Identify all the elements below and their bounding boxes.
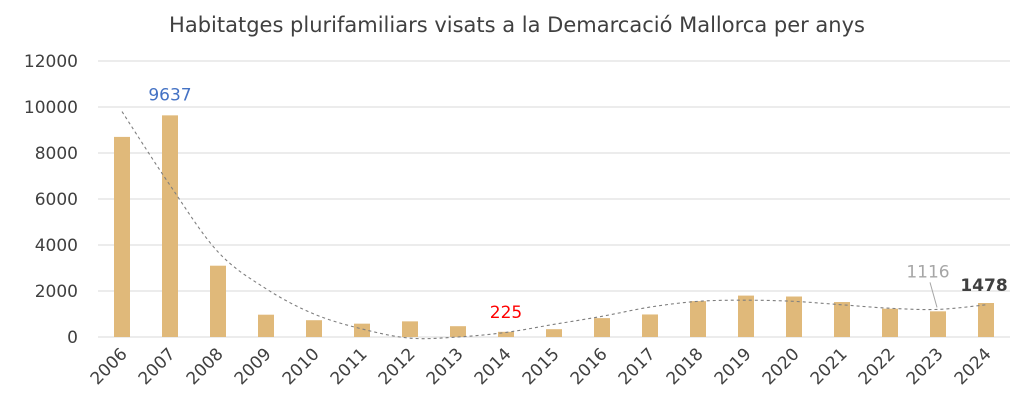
y-tick-label: 4000: [35, 236, 78, 256]
bar-2022: [882, 308, 898, 337]
data-label-2023: 1116: [906, 262, 949, 282]
annotations: 9637 225 1116 1478: [148, 85, 1007, 322]
bar-2009: [258, 314, 274, 337]
data-label-2007: 9637: [148, 85, 191, 105]
x-tick-label-2006: 2006: [87, 344, 132, 389]
x-tick-label-2007: 2007: [135, 344, 180, 389]
bars: [114, 115, 994, 337]
bar-2017: [642, 314, 658, 337]
x-tick-label-2019: 2019: [711, 344, 756, 389]
bar-2010: [306, 320, 322, 337]
x-tick-label-2018: 2018: [663, 344, 708, 389]
bar-2012: [402, 321, 418, 337]
x-tick-label-2008: 2008: [183, 344, 228, 389]
x-tick-label-2015: 2015: [519, 344, 564, 389]
x-tick-label-2021: 2021: [807, 344, 852, 389]
bar-2007: [162, 115, 178, 337]
bar-2020: [786, 296, 802, 337]
x-tick-label-2011: 2011: [327, 344, 372, 389]
trendline: [121, 111, 987, 340]
x-axis-tick-labels: 2006 2007 2008 2009 2010 2011 2012 2013 2014 2015…: [87, 344, 996, 389]
trendline-layer: [121, 111, 987, 340]
annotation-leader-2023: [929, 282, 938, 308]
y-tick-label: 6000: [35, 190, 78, 210]
bar-2024: [978, 303, 994, 337]
x-tick-label-2017: 2017: [615, 344, 660, 389]
x-tick-label-2016: 2016: [567, 344, 612, 389]
bar-2014: [498, 331, 514, 337]
x-tick-label-2024: 2024: [951, 344, 996, 389]
bar-2011: [354, 323, 370, 337]
bar-2019: [738, 295, 754, 337]
x-tick-label-2010: 2010: [279, 344, 324, 389]
x-tick-label-2023: 2023: [903, 344, 948, 389]
chart-title: Habitatges plurifamiliars visats a la De…: [169, 13, 865, 37]
bar-2016: [594, 318, 610, 337]
y-tick-label: 12000: [24, 52, 78, 72]
y-tick-label: 0: [67, 328, 78, 348]
bar-2008: [210, 265, 226, 337]
x-tick-label-2012: 2012: [375, 344, 420, 389]
bar-2023: [930, 311, 946, 337]
bar-2006: [114, 136, 130, 337]
gridlines: [98, 60, 1010, 338]
y-tick-label: 8000: [35, 144, 78, 164]
x-tick-label-2014: 2014: [471, 344, 516, 389]
y-axis-tick-labels: 0 2000 4000 6000 8000 10000 12000: [24, 52, 78, 348]
y-tick-label: 2000: [35, 282, 78, 302]
data-label-2024: 1478: [960, 276, 1007, 296]
bar-2018: [690, 301, 706, 337]
x-tick-label-2020: 2020: [759, 344, 804, 389]
data-label-2014: 225: [490, 303, 522, 323]
bar-2013: [450, 326, 466, 337]
bar-2021: [834, 302, 850, 337]
x-tick-label-2009: 2009: [231, 344, 276, 389]
x-tick-label-2022: 2022: [855, 344, 900, 389]
x-tick-label-2013: 2013: [423, 344, 468, 389]
y-tick-label: 10000: [24, 98, 78, 118]
bar-2015: [546, 329, 562, 337]
